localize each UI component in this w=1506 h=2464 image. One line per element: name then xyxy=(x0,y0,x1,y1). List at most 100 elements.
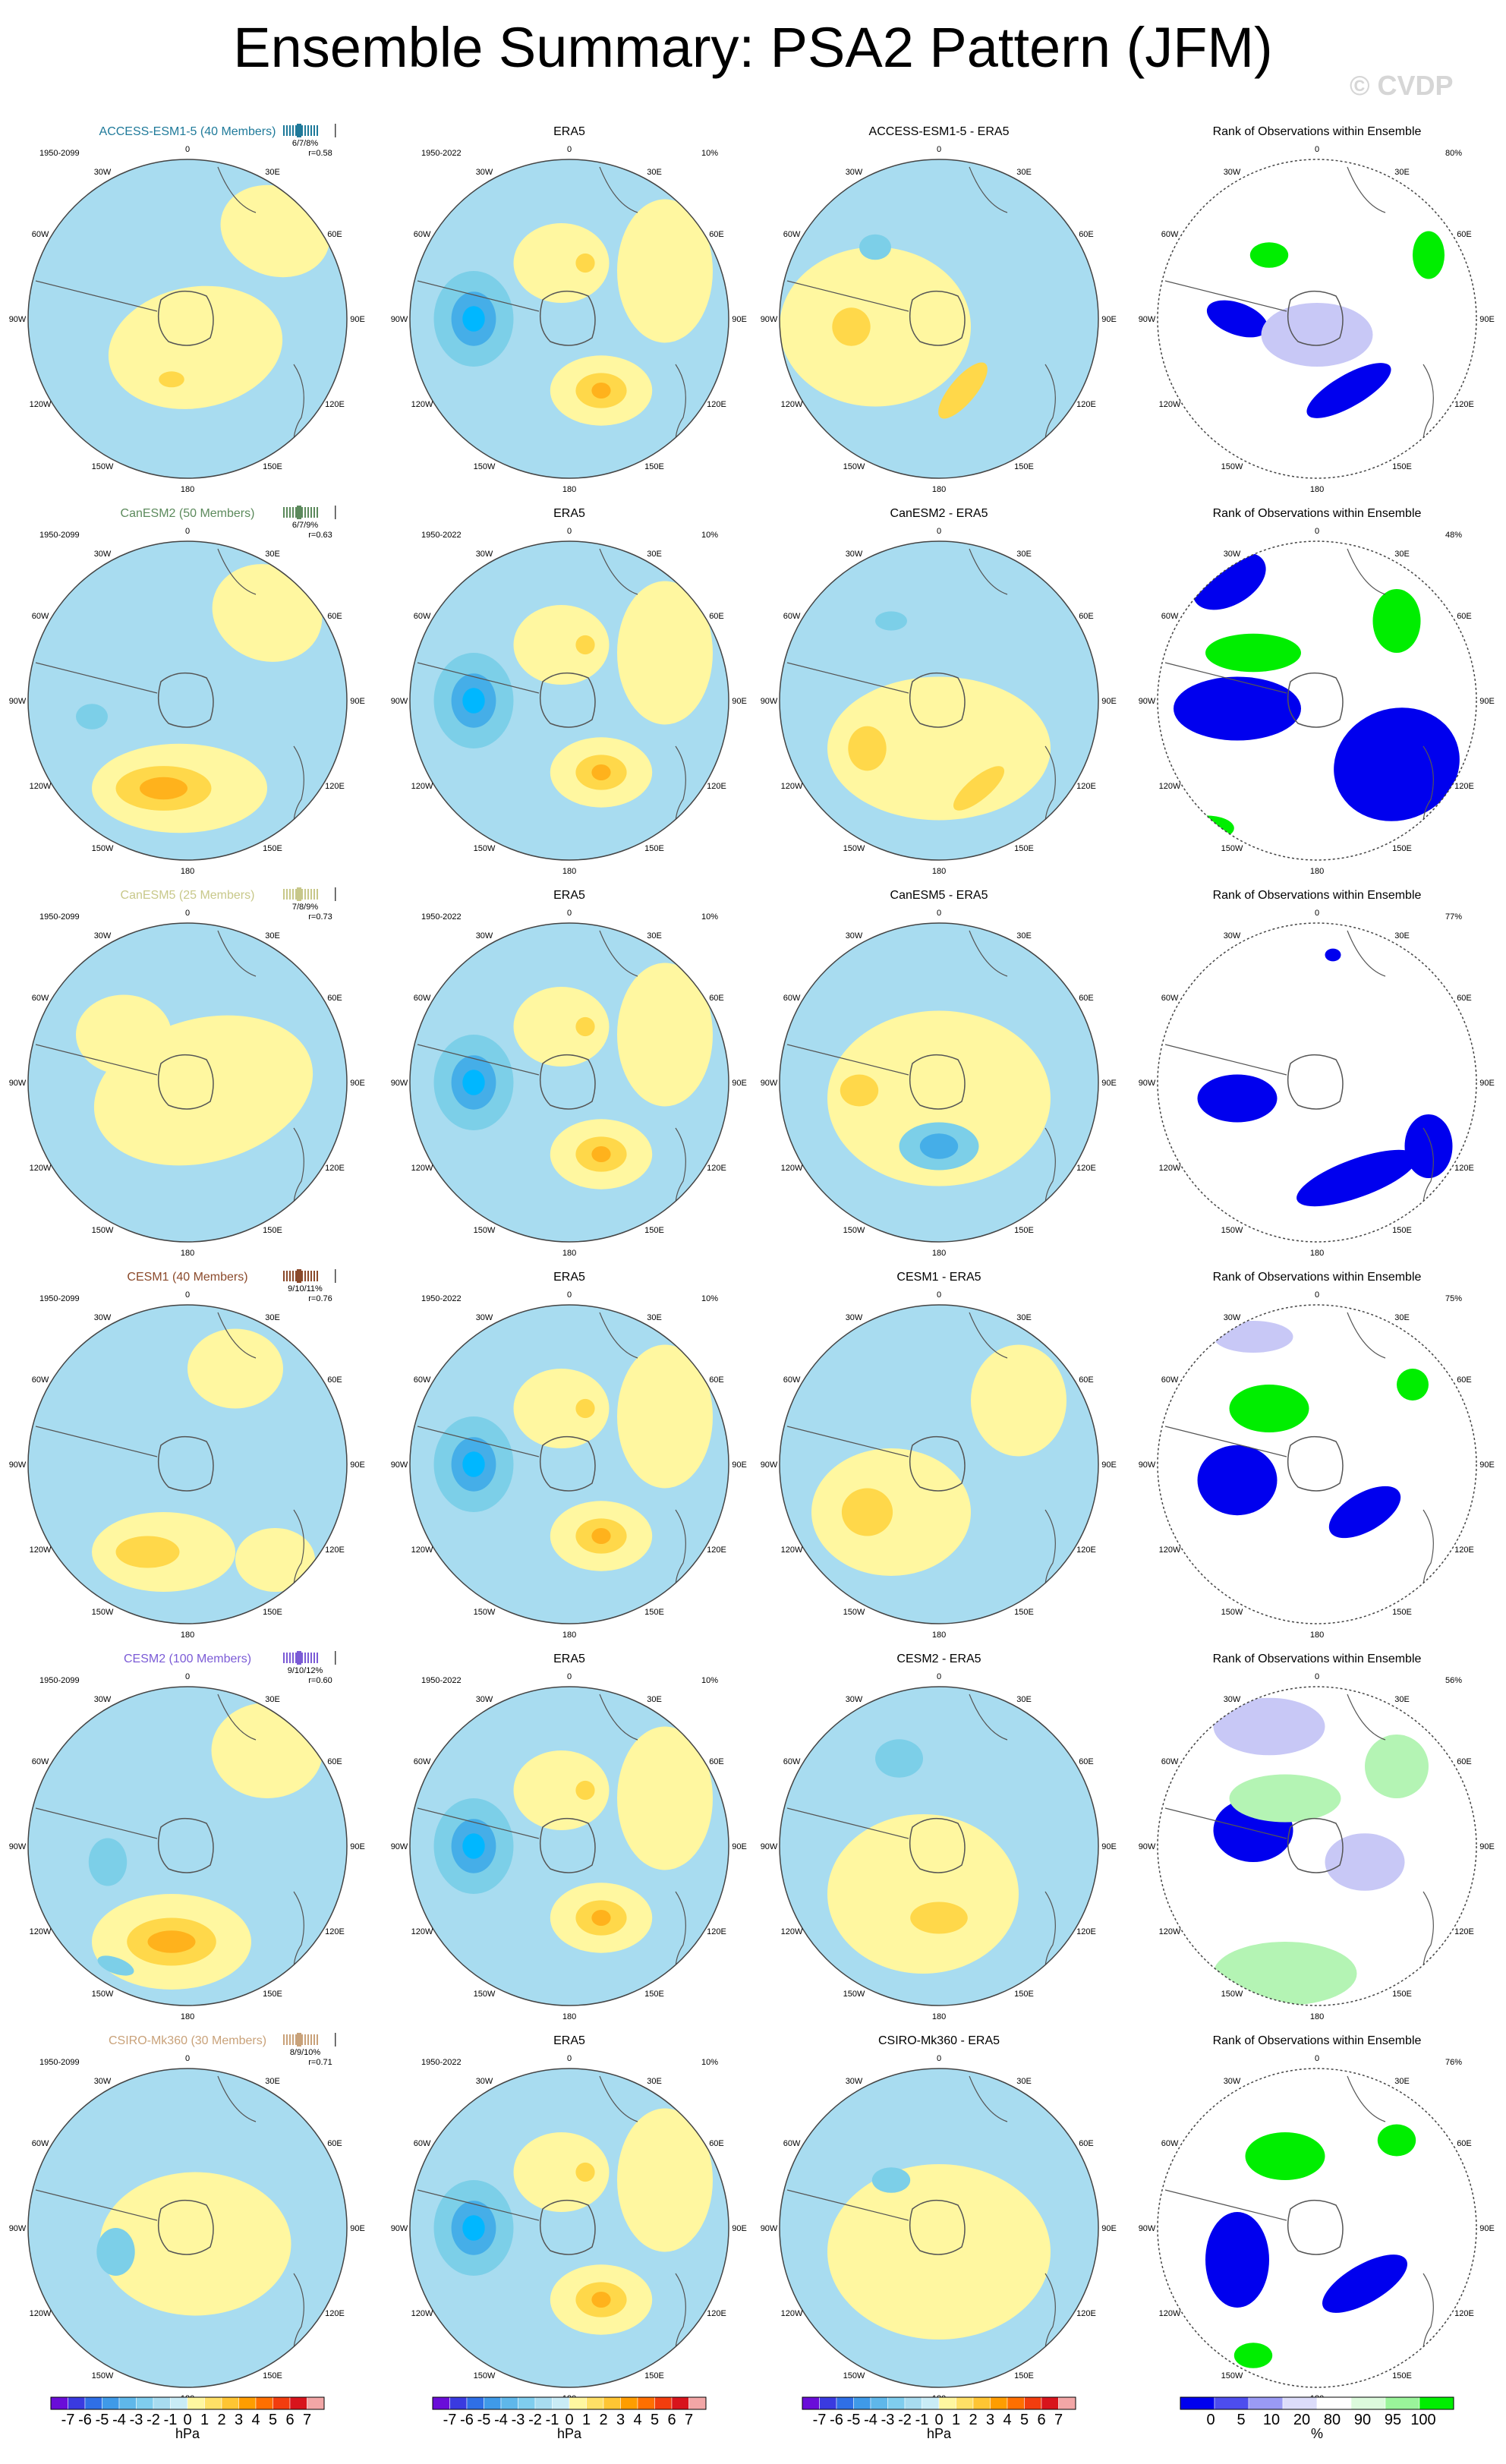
obs-colorbar: -7 -6 -5 -4 -3 -2 -1 0 1 2 3 4 5 6 7 hPa xyxy=(432,2396,707,2441)
colorbar-swatch xyxy=(518,2396,536,2410)
longitude-label: 90W xyxy=(9,697,27,706)
contour-region xyxy=(1261,303,1373,367)
contour-region xyxy=(159,371,184,388)
longitude-label: 150W xyxy=(843,2371,865,2381)
member-tick xyxy=(283,889,285,900)
peninsula-outline xyxy=(1164,1044,1287,1076)
peninsula-outline xyxy=(1164,280,1287,312)
antarctica-outline xyxy=(157,1054,214,1110)
longitude-label: 120E xyxy=(707,782,726,791)
obs-tick xyxy=(335,1269,336,1283)
colorbar-swatch xyxy=(1024,2396,1042,2410)
map-border xyxy=(27,540,348,861)
longitude-label: 90W xyxy=(9,1842,27,1851)
colorbar-tick-label: -6 xyxy=(460,2412,474,2428)
colorbar-border xyxy=(1180,2396,1454,2410)
colorbar-swatch xyxy=(204,2396,222,2410)
contour-region xyxy=(462,1451,485,1477)
longitude-label: 150E xyxy=(1392,1990,1412,1999)
longitude-label: 150W xyxy=(843,1990,865,1999)
longitude-label: 90E xyxy=(1479,1079,1495,1088)
contour-region xyxy=(1322,2254,1407,2313)
longitude-label: 30E xyxy=(265,1313,280,1322)
obs-tick xyxy=(335,887,336,901)
obs-variance: 10% xyxy=(701,149,718,158)
colorbar-tick-label: 0 xyxy=(1206,2412,1215,2428)
contour-region xyxy=(1174,676,1301,741)
peninsula-outline xyxy=(417,2189,540,2221)
longitude-label: 60W xyxy=(32,2139,49,2148)
longitude-label: 180 xyxy=(1310,1249,1324,1258)
colorbar-tick-label: -7 xyxy=(443,2412,457,2428)
longitude-label: 90W xyxy=(391,315,408,324)
contour-region xyxy=(108,285,283,409)
longitude-label: 120W xyxy=(30,400,52,409)
map-border xyxy=(1157,1686,1477,2006)
colorbar-tick-label: 7 xyxy=(303,2412,311,2428)
africa-outline xyxy=(1347,1694,1386,1741)
longitude-label: 120E xyxy=(707,1927,726,1936)
member-tick xyxy=(292,507,294,518)
colorbar-swatch xyxy=(904,2396,922,2410)
longitude-label: 60E xyxy=(709,230,724,239)
obs-period: 1950-2022 xyxy=(421,1676,462,1685)
longitude-label: 60E xyxy=(1457,612,1472,621)
longitude-label: 0 xyxy=(185,527,190,536)
ensemble-spread-bar xyxy=(283,887,336,901)
longitude-label: 60E xyxy=(1457,1375,1472,1385)
difference-colorbar: -7 -6 -5 -4 -3 -2 -1 0 1 2 3 4 5 6 7 hPa xyxy=(802,2396,1076,2441)
longitude-label: 180 xyxy=(932,485,946,494)
longitude-label: 0 xyxy=(1315,145,1319,154)
member-tick xyxy=(295,1271,297,1281)
africa-outline xyxy=(969,930,1008,977)
contour-region xyxy=(211,1703,323,1798)
ensemble-spread-bar xyxy=(283,2033,336,2047)
member-tick xyxy=(310,1653,312,1663)
longitude-label: 60E xyxy=(709,1375,724,1385)
colorbar-swatch xyxy=(972,2396,991,2410)
longitude-label: 180 xyxy=(562,485,576,494)
longitude-label: 180 xyxy=(1310,1631,1324,1640)
member-tick xyxy=(289,889,291,900)
longitude-label: 30E xyxy=(1016,1313,1032,1322)
colorbar-tick-label: 5 xyxy=(1020,2412,1029,2428)
africa-outline xyxy=(969,548,1008,595)
member-tick xyxy=(295,507,297,518)
colorbar-swatch xyxy=(68,2396,86,2410)
rank-percent: 77% xyxy=(1445,912,1462,922)
contour-region xyxy=(575,2162,595,2182)
longitude-label: 60E xyxy=(327,230,342,239)
longitude-label: 90E xyxy=(732,697,747,706)
contour-region xyxy=(953,766,1005,811)
antarctica-outline xyxy=(157,1817,214,1873)
longitude-label: 120E xyxy=(325,1164,345,1173)
longitude-label: 90W xyxy=(761,315,778,324)
map-border xyxy=(779,1304,1099,1624)
longitude-label: 120W xyxy=(30,1927,52,1936)
obs-variance: 10% xyxy=(701,912,718,922)
model-title: CESM2 (100 Members) xyxy=(124,1653,251,1665)
longitude-label: 60W xyxy=(783,230,801,239)
longitude-label: 90W xyxy=(391,1079,408,1088)
longitude-label: 90W xyxy=(1139,1842,1156,1851)
map-border xyxy=(409,540,729,861)
contour-region xyxy=(575,1780,595,1801)
longitude-label: 180 xyxy=(562,1631,576,1640)
model-period: 1950-2099 xyxy=(39,1676,80,1685)
longitude-label: 0 xyxy=(185,1672,190,1681)
contour-region xyxy=(591,383,611,399)
colorbar-swatch xyxy=(118,2396,137,2410)
member-tick xyxy=(317,507,318,518)
colorbar-swatch xyxy=(819,2396,837,2410)
contour-region xyxy=(88,1838,128,1886)
member-tick xyxy=(286,1653,288,1663)
obs-title: ERA5 xyxy=(553,1653,585,1665)
obs-period: 1950-2022 xyxy=(421,1294,462,1303)
longitude-label: 120W xyxy=(1159,400,1181,409)
